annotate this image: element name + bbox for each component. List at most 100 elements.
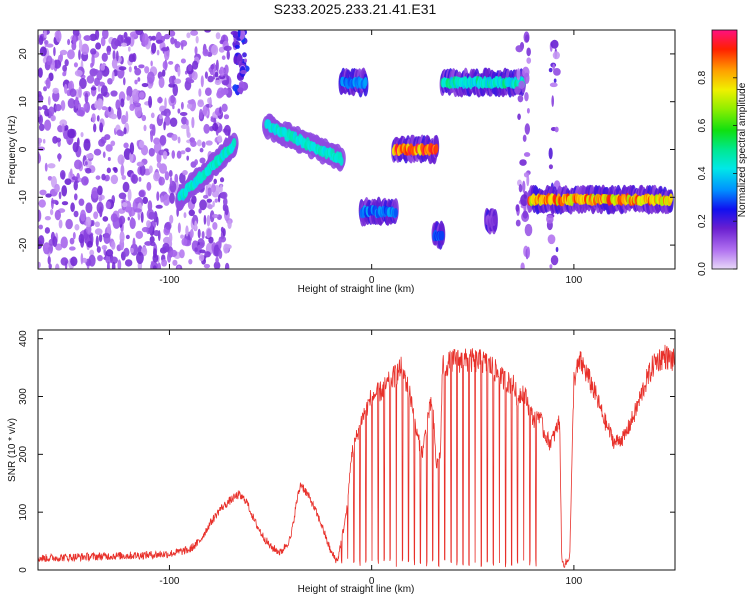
heatmap-noise-band-low-heights bbox=[116, 129, 123, 137]
heatmap-noise-band-low-heights bbox=[223, 197, 228, 207]
heatmap-noise-band-low-heights bbox=[141, 114, 147, 122]
heatmap-noise-band-low-heights bbox=[53, 46, 56, 57]
heatmap-noise-band-low-heights bbox=[191, 195, 197, 205]
heatmap-noise-band-low-heights bbox=[45, 193, 52, 198]
heatmap-noise-band-low-heights bbox=[163, 121, 166, 131]
heatmap-noise-band-low-heights bbox=[47, 96, 51, 106]
heatmap-vertical-streak bbox=[519, 159, 527, 166]
heatmap-noise-band-low-heights bbox=[67, 82, 73, 90]
heatmap-noise-band-low-heights bbox=[47, 163, 56, 169]
heatmap-noise-band-low-heights bbox=[156, 216, 159, 226]
heatmap-noise-band-low-heights bbox=[219, 106, 222, 114]
heatmap-noise-band-low-heights bbox=[86, 75, 95, 84]
heatmap-noise-band-low-heights bbox=[73, 62, 78, 68]
colorbar-tick-label: 0.0 bbox=[697, 262, 708, 276]
heatmap-noise-band-low-heights bbox=[207, 75, 214, 83]
heatmap-noise-band-low-heights bbox=[224, 64, 229, 75]
heatmap-noise-band-low-heights bbox=[164, 33, 171, 40]
heatmap-noise-band-low-heights bbox=[214, 71, 219, 78]
heatmap-noise-band-low-heights bbox=[188, 209, 195, 217]
heatmap-vertical-streak bbox=[526, 246, 531, 258]
heatmap-noise-band-low-heights bbox=[134, 102, 141, 108]
heatmap-noise-band-low-heights bbox=[197, 228, 201, 239]
heatmap-vertical-streak bbox=[524, 123, 530, 135]
heatmap-noise-band-low-heights bbox=[212, 222, 218, 230]
heatmap-noise-band-low-heights bbox=[180, 124, 188, 130]
heatmap-noise-band-low-heights bbox=[38, 137, 43, 144]
heatmap-noise-band-low-heights bbox=[90, 219, 95, 227]
heatmap-noise-band-low-heights bbox=[179, 172, 186, 184]
heatmap-y-tick-label: -10 bbox=[18, 190, 29, 205]
heatmap-noise-band-low-heights bbox=[44, 119, 52, 131]
heatmap-noise-band-low-heights bbox=[101, 173, 106, 181]
heatmap-noise-band-low-heights bbox=[91, 187, 99, 199]
heatmap-noise-band-low-heights bbox=[38, 146, 45, 152]
heatmap-noise-band-low-heights bbox=[159, 134, 167, 146]
heatmap-noise-band-low-heights bbox=[180, 234, 184, 239]
heatmap-noise-band-low-heights bbox=[169, 176, 173, 185]
snr-panel: -100 0 100 0 100 200 300 400 Height of straigh… bbox=[7, 329, 676, 595]
heatmap-noise-band-low-heights bbox=[44, 40, 49, 45]
heatmap-noise-band-low-heights bbox=[74, 69, 83, 77]
heatmap-noise-band-low-heights bbox=[71, 176, 78, 181]
heatmap-noise-band-low-heights bbox=[38, 153, 42, 164]
heatmap-noise-band-low-heights bbox=[167, 252, 172, 263]
heatmap-noise-band-low-heights bbox=[39, 189, 47, 196]
heatmap-noise-band-low-heights bbox=[150, 112, 155, 119]
heatmap-noise-band-low-heights bbox=[120, 98, 125, 108]
heatmap-noise-band-low-heights bbox=[132, 237, 136, 250]
heatmap-noise-band-low-heights bbox=[161, 259, 168, 267]
snr-y-tick-label: 200 bbox=[18, 446, 29, 463]
heatmap-noise-band-low-heights bbox=[98, 98, 104, 109]
heatmap-vertical-streak bbox=[526, 107, 530, 114]
heatmap-noise-band-low-heights bbox=[106, 223, 111, 236]
colorbar-tick-label: 0.2 bbox=[697, 214, 708, 228]
heatmap-noise-band-low-heights bbox=[210, 64, 215, 70]
heatmap-noise-band-low-heights bbox=[57, 152, 61, 162]
heatmap-noise-band-low-heights bbox=[106, 167, 111, 174]
heatmap-noise-band-low-heights bbox=[156, 49, 160, 56]
heatmap-x-tick-label: -100 bbox=[159, 275, 179, 286]
heatmap-noise-band-low-heights bbox=[188, 258, 193, 265]
heatmap-noise-band-low-heights bbox=[177, 222, 181, 234]
heatmap-noise-band-low-heights bbox=[146, 71, 155, 84]
heatmap-noise-band-low-heights bbox=[171, 133, 178, 141]
heatmap-noise-band-low-heights bbox=[120, 42, 128, 47]
heatmap-noise-band-low-heights bbox=[117, 259, 122, 269]
heatmap-noise-band-low-heights bbox=[148, 165, 153, 174]
heatmap-noise-band-low-heights bbox=[58, 219, 63, 229]
heatmap-noise-band-low-heights bbox=[84, 92, 89, 104]
heatmap-noise-band-low-heights bbox=[169, 214, 174, 224]
heatmap-noise-band-low-heights bbox=[110, 213, 118, 223]
colorbar-tick-label: 0.4 bbox=[697, 166, 708, 180]
heatmap-noise-band-low-heights bbox=[123, 31, 128, 39]
heatmap-noise-band-low-heights bbox=[191, 71, 198, 81]
heatmap-vertical-streak bbox=[515, 219, 521, 227]
heatmap-noise-band-low-heights bbox=[162, 150, 168, 160]
heatmap-noise-band-low-heights bbox=[155, 204, 163, 209]
heatmap-noise-band-low-heights bbox=[72, 141, 79, 153]
heatmap-noise-band-low-heights bbox=[131, 88, 140, 101]
heatmap-noise-band-low-heights bbox=[130, 216, 134, 226]
heatmap-noise-band-low-heights bbox=[127, 216, 130, 221]
snr-y-ticks: 0 100 200 300 400 bbox=[18, 330, 675, 573]
heatmap-noise-band-low-heights bbox=[168, 83, 176, 88]
heatmap-noise-band-low-heights bbox=[87, 240, 93, 248]
heatmap-noise-band-low-heights bbox=[187, 99, 196, 105]
heatmap-high-band bbox=[234, 44, 240, 49]
heatmap-noise-band-low-heights bbox=[60, 236, 68, 249]
heatmap-noise-band-low-heights bbox=[81, 176, 89, 186]
heatmap-noise-band-low-heights bbox=[118, 208, 124, 214]
heatmap-noise-band-low-heights bbox=[38, 94, 44, 103]
heatmap-y-tick-label: 10 bbox=[18, 96, 29, 108]
heatmap-noise-band-low-heights bbox=[185, 119, 189, 127]
heatmap-noise-band-low-heights bbox=[38, 67, 43, 78]
figure-title: S233.2025.233.21.41.E31 bbox=[274, 1, 437, 17]
heatmap-noise-band-low-heights bbox=[38, 106, 43, 111]
heatmap-dotted-streak bbox=[554, 126, 559, 133]
colorbar-ticks: 0.0 0.2 0.4 0.6 0.8 bbox=[697, 70, 737, 276]
heatmap-noise-band-low-heights bbox=[73, 180, 78, 191]
heatmap-high-band bbox=[236, 53, 243, 66]
heatmap-noise-band-low-heights bbox=[44, 216, 52, 221]
